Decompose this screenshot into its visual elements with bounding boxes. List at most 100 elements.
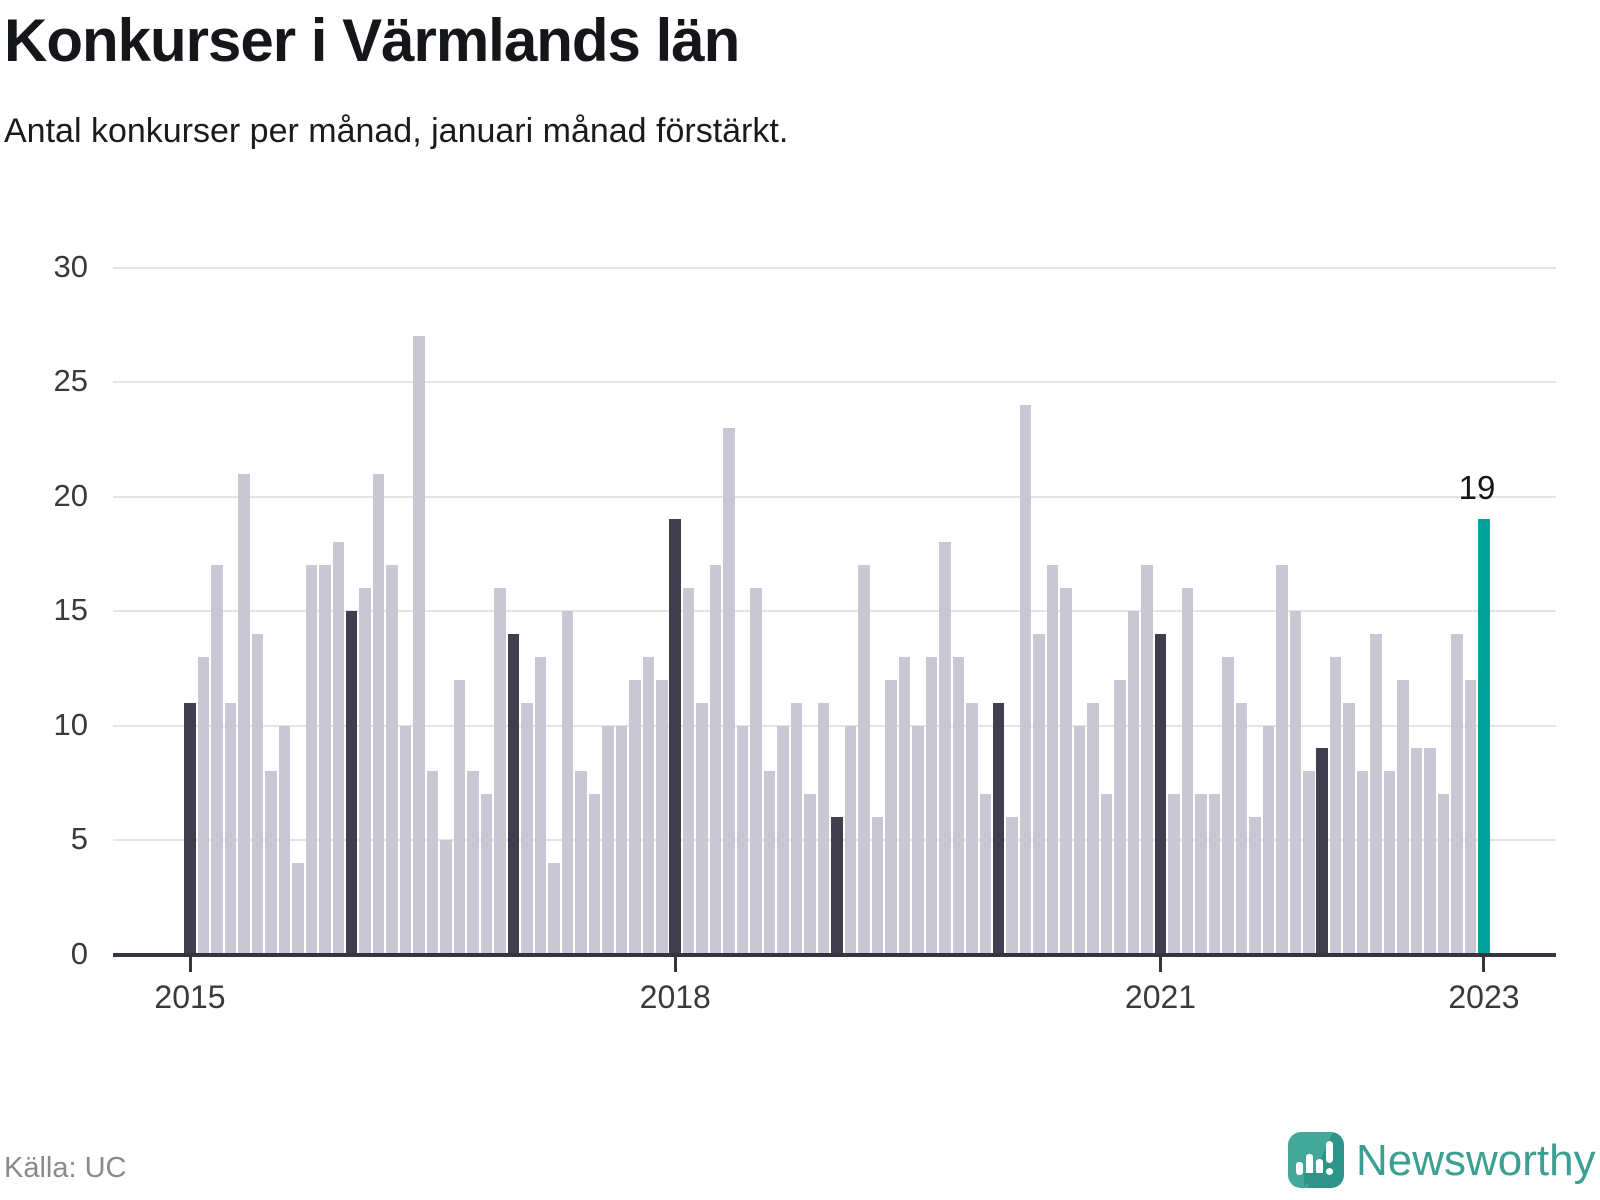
page-title: Konkurser i Värmlands län xyxy=(4,7,740,74)
bar-2016-01 xyxy=(345,611,358,955)
bar-2021-10 xyxy=(1276,565,1288,955)
bar-2020-12 xyxy=(1141,565,1153,955)
y-axis-label-10: 10 xyxy=(53,706,88,742)
bar-2017-04 xyxy=(548,862,560,955)
bar-2021-12 xyxy=(1303,771,1315,955)
y-axis-label-5: 5 xyxy=(70,821,88,856)
y-axis-label-20: 20 xyxy=(53,477,88,513)
bar-2022-11 xyxy=(1451,633,1463,955)
bar-2017-05 xyxy=(561,611,574,955)
gridline-10 xyxy=(113,724,1556,727)
bar-2018-10 xyxy=(790,702,803,955)
bar-chart-plot-area: 0 5 10 15 20 25 30 2015 2018 2021 2023 xyxy=(53,248,1556,1015)
y-axis-label-0: 0 xyxy=(70,935,88,971)
x-axis-tick-2018 xyxy=(673,956,677,972)
bar-2017-02 xyxy=(521,702,533,955)
bar-2019-10 xyxy=(952,656,965,955)
bar-2019-08 xyxy=(925,656,938,955)
gridline-25 xyxy=(113,381,1556,383)
bar-2016-08 xyxy=(440,840,452,955)
chart-subtitle: Antal konkurser per månad, januari månad… xyxy=(4,112,789,150)
x-axis-label-2021: 2021 xyxy=(1124,978,1197,1015)
y-axis-label-30: 30 xyxy=(53,248,88,284)
y-axis-label-25: 25 xyxy=(53,363,88,398)
bar-2021-05 xyxy=(1208,794,1221,955)
bar-2015-10 xyxy=(305,565,318,955)
bar-2019-04 xyxy=(871,817,884,955)
bar-2022-10 xyxy=(1437,794,1450,955)
bar-2017-11 xyxy=(642,656,655,955)
bar-2017-03 xyxy=(534,656,547,955)
bar-2021-07 xyxy=(1235,702,1248,955)
x-axis-tick-2021 xyxy=(1158,956,1162,972)
y-axis-label-15: 15 xyxy=(53,592,88,627)
x-axis-line xyxy=(113,952,1556,957)
bar-2021-04 xyxy=(1195,794,1207,955)
gridline-30 xyxy=(113,266,1556,269)
bar-2018-08 xyxy=(763,771,776,955)
bar-2015-08 xyxy=(278,725,291,955)
bar-2019-06 xyxy=(898,656,911,955)
x-axis-tick-2015 xyxy=(188,956,192,972)
bar-2015-01 xyxy=(184,702,196,955)
source-note: Källa: UC xyxy=(4,1152,127,1184)
bar-2017-12 xyxy=(656,679,668,955)
bar-2019-07 xyxy=(912,725,924,955)
bar-2020-03 xyxy=(1019,404,1032,955)
bar-2022-01 xyxy=(1316,748,1328,955)
newsworthy-logo: Newsworthy xyxy=(1288,1128,1600,1200)
bar-2021-02 xyxy=(1168,794,1180,955)
bar-2019-09 xyxy=(939,542,951,955)
bar-2018-11 xyxy=(804,794,816,955)
logo-bar-chart-icon xyxy=(1316,1159,1323,1175)
logo-exclamation-icon xyxy=(1326,1168,1333,1175)
x-axis-label-2023: 2023 xyxy=(1448,978,1520,1015)
bar-2020-05 xyxy=(1046,565,1059,955)
bar-2021-09 xyxy=(1262,725,1275,955)
bar-2016-06 xyxy=(413,336,425,955)
bar-2022-06 xyxy=(1383,771,1396,955)
bar-2020-04 xyxy=(1033,633,1045,955)
newsworthy-wordmark: Newsworthy xyxy=(1356,1136,1596,1185)
bar-2020-08 xyxy=(1087,702,1099,955)
bar-2017-07 xyxy=(588,794,601,955)
bar-2016-02 xyxy=(359,588,371,955)
bar-2022-05 xyxy=(1370,633,1382,955)
bar-2020-09 xyxy=(1100,794,1113,955)
bar-2022-12 xyxy=(1464,679,1477,955)
bar-2021-01 xyxy=(1154,633,1167,955)
gridline-20 xyxy=(113,495,1556,498)
bar-2021-03 xyxy=(1181,588,1194,955)
bar-2018-12 xyxy=(817,702,830,955)
bar-2015-03 xyxy=(211,565,223,955)
bar-2019-12 xyxy=(979,794,991,955)
bar-2021-11 xyxy=(1289,611,1302,955)
logo-exclamation-icon xyxy=(1326,1141,1333,1163)
bar-2015-02 xyxy=(197,656,210,955)
bar-2019-05 xyxy=(885,679,897,955)
logo-bar-chart-icon xyxy=(1306,1154,1313,1175)
bar-2020-02 xyxy=(1006,817,1018,955)
bar-2022-07 xyxy=(1397,679,1409,955)
bar-2020-11 xyxy=(1127,611,1140,955)
bar-2019-02 xyxy=(844,725,857,955)
bar-2023-01 xyxy=(1478,519,1490,955)
bar-2015-12 xyxy=(332,542,345,955)
bar-2016-11 xyxy=(480,794,493,955)
bar-2020-01 xyxy=(992,702,1005,955)
bar-2018-04 xyxy=(709,565,722,955)
bar-2020-06 xyxy=(1060,588,1072,955)
bar-2020-07 xyxy=(1073,725,1086,955)
bar-2021-08 xyxy=(1249,817,1261,955)
bar-2016-04 xyxy=(386,565,398,955)
x-axis-label-2018: 2018 xyxy=(639,978,711,1015)
bar-2022-08 xyxy=(1410,748,1423,955)
bar-2022-04 xyxy=(1356,771,1369,955)
bar-2016-07 xyxy=(426,771,439,955)
bar-2016-03 xyxy=(372,473,385,955)
bar-2017-06 xyxy=(575,771,587,955)
logo-speech-tail xyxy=(1304,1173,1326,1186)
logo-bar-chart-icon xyxy=(1296,1162,1303,1175)
bar-2022-03 xyxy=(1343,702,1355,955)
